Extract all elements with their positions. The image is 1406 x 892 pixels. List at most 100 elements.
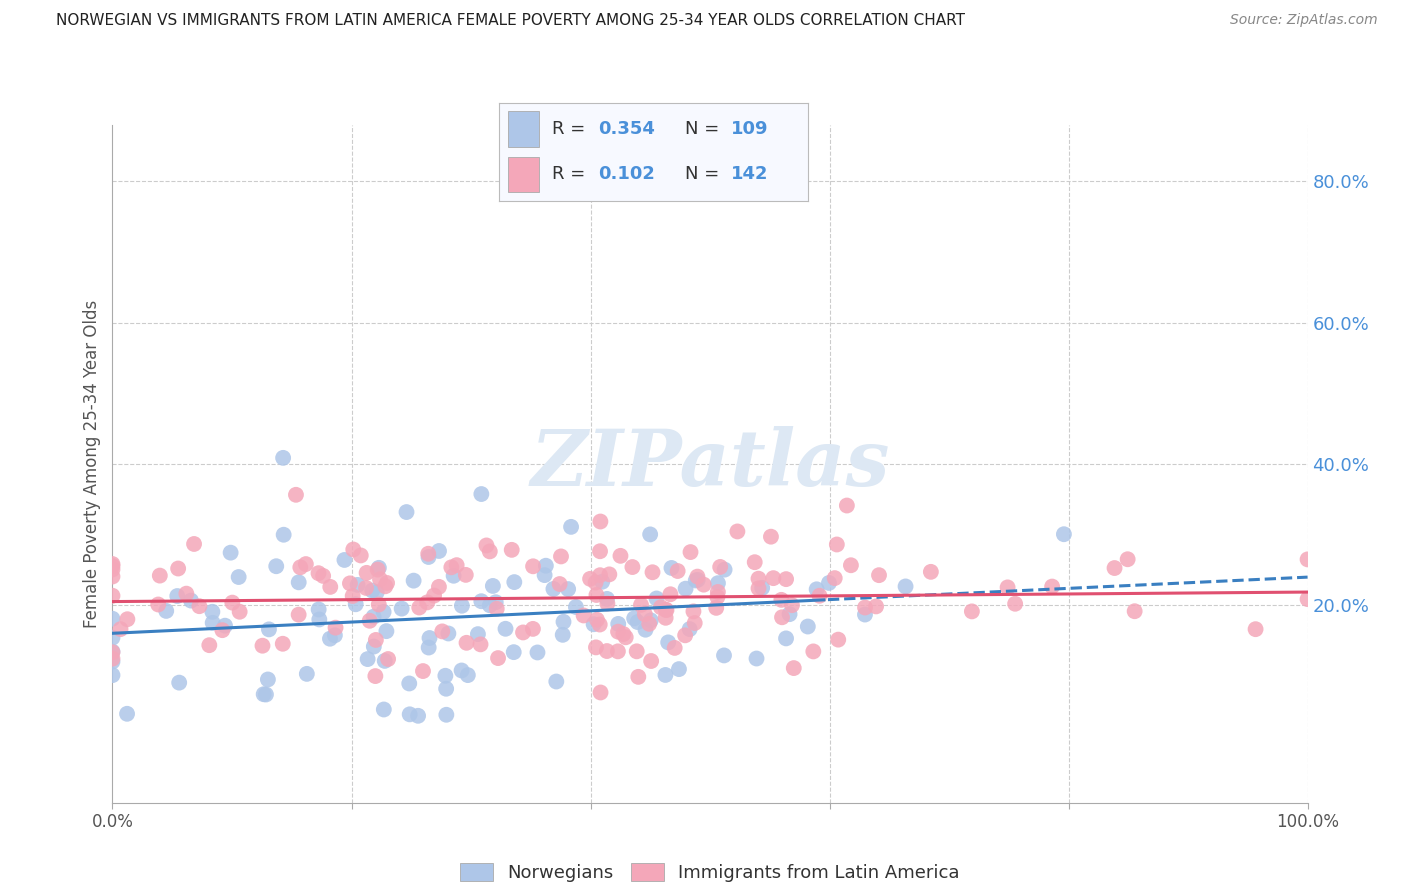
Point (470, 637, 492, 651)
Y-axis label: Female Poverty Among 25-34 Year Olds: Female Poverty Among 25-34 Year Olds (83, 300, 101, 628)
Point (495, 622, 517, 636)
Point (827, 632, 849, 647)
Point (818, 576, 841, 591)
Point (707, 576, 730, 591)
Point (482, 579, 505, 593)
Point (920, 565, 942, 579)
Point (101, 557, 124, 571)
Point (641, 566, 664, 580)
Point (271, 450, 294, 465)
Point (797, 619, 820, 633)
Point (201, 615, 224, 630)
Point (257, 623, 280, 637)
Point (762, 571, 785, 585)
Point (418, 549, 440, 564)
Point (312, 569, 335, 583)
Point (596, 644, 619, 658)
Point (470, 594, 492, 608)
Point (596, 597, 619, 611)
Point (287, 607, 309, 622)
Bar (509, 157, 540, 192)
Point (402, 574, 425, 588)
Point (614, 630, 637, 644)
Point (475, 538, 498, 552)
Point (747, 572, 769, 586)
Point (167, 561, 190, 575)
Point (454, 567, 477, 582)
Point (228, 605, 250, 619)
Point (572, 608, 595, 623)
Point (101, 651, 124, 665)
Point (609, 549, 631, 563)
Point (395, 505, 418, 519)
Point (295, 557, 318, 571)
Point (839, 558, 862, 573)
Point (416, 595, 439, 609)
Point (801, 644, 824, 658)
Point (657, 635, 679, 649)
Text: N =: N = (685, 120, 724, 138)
Point (683, 615, 706, 630)
Point (623, 611, 645, 625)
Point (374, 654, 396, 668)
Point (747, 582, 769, 596)
Point (640, 613, 662, 627)
Point (621, 560, 644, 574)
Point (344, 597, 367, 611)
Point (364, 669, 387, 683)
Point (356, 566, 378, 580)
Point (398, 707, 420, 722)
Point (550, 549, 572, 564)
Point (264, 559, 287, 574)
Point (333, 553, 356, 567)
Point (606, 644, 628, 658)
Point (751, 581, 773, 595)
Point (211, 623, 233, 637)
Point (586, 613, 609, 627)
Point (287, 575, 309, 590)
Point (654, 611, 676, 625)
Point (319, 580, 342, 594)
Point (661, 561, 683, 575)
Text: 109: 109 (731, 120, 769, 138)
Point (176, 587, 198, 601)
Point (522, 622, 544, 636)
Point (679, 622, 702, 636)
Point (188, 599, 211, 614)
Point (835, 499, 858, 513)
Point (342, 589, 364, 603)
Point (709, 560, 731, 574)
Point (456, 636, 478, 650)
Point (770, 592, 793, 607)
Point (359, 614, 381, 628)
Point (432, 624, 454, 639)
Point (548, 577, 571, 591)
Point (308, 602, 330, 616)
Point (391, 601, 413, 615)
Point (325, 621, 347, 635)
Point (434, 681, 457, 696)
Point (585, 588, 607, 602)
Point (685, 574, 707, 588)
Point (101, 612, 124, 626)
Text: 0.102: 0.102 (598, 165, 655, 183)
Point (725, 524, 748, 539)
Point (627, 670, 650, 684)
Point (219, 546, 242, 560)
Point (167, 675, 190, 690)
Point (290, 560, 312, 574)
Point (1296, 552, 1319, 566)
Point (418, 547, 440, 561)
Point (308, 566, 330, 581)
Point (478, 544, 501, 558)
Point (560, 520, 582, 534)
Point (865, 599, 887, 614)
Point (148, 598, 170, 612)
Point (254, 688, 277, 702)
Point (512, 625, 534, 640)
Point (101, 668, 124, 682)
Point (367, 598, 389, 612)
Point (374, 579, 396, 593)
Point (101, 645, 124, 659)
Bar (509, 112, 540, 147)
